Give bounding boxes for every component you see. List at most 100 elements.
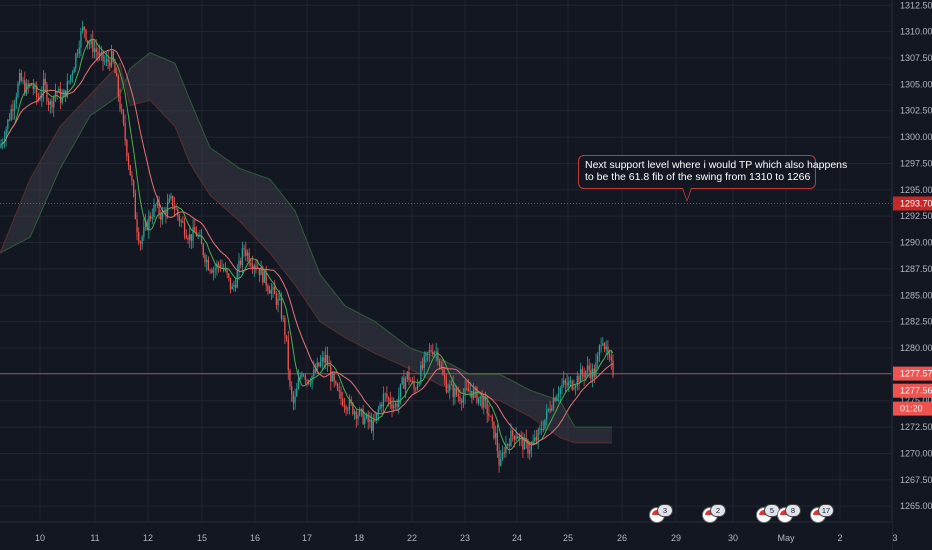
candle-body	[100, 51, 102, 53]
candle-body	[491, 416, 493, 422]
candle-body	[561, 385, 563, 388]
candle-body	[556, 396, 558, 401]
candle-body	[564, 380, 566, 383]
candle-body	[241, 248, 243, 265]
candle-body	[602, 343, 604, 346]
annotation-callout[interactable]: Next support level where i would TP whic…	[578, 155, 847, 189]
candle-body	[160, 213, 162, 220]
candle-body	[479, 396, 481, 398]
candle-body	[141, 237, 143, 244]
ma-slow-line	[0, 48, 614, 446]
time-tick-label: 12	[143, 533, 153, 543]
candle-body	[30, 84, 33, 86]
candle-body	[319, 361, 322, 366]
candle-body	[36, 85, 38, 97]
candle-body	[377, 409, 379, 413]
candle-body	[442, 368, 444, 375]
candle-body	[557, 394, 560, 397]
candle-body	[552, 397, 555, 409]
candle-body	[440, 365, 442, 369]
candle-body	[481, 396, 483, 408]
price-tick-label: 1300.00	[900, 132, 932, 142]
price-axis[interactable]: 1312.50 1310.00 1307.50 1305.00 1302.50 1300.…	[891, 0, 932, 550]
candle-body	[161, 211, 164, 220]
candle-body	[403, 377, 405, 389]
candle-body	[314, 369, 317, 372]
candle-body	[605, 346, 607, 350]
candle-body	[381, 404, 383, 407]
candle-body	[551, 408, 553, 411]
price-axis-background	[892, 0, 932, 550]
price-tick-label: 1267.50	[900, 475, 932, 485]
candle-body	[496, 432, 498, 451]
candle-body	[56, 91, 58, 93]
candle-body	[302, 374, 305, 376]
candle-body	[610, 356, 612, 361]
candle-body	[170, 195, 172, 199]
candle-body	[267, 285, 269, 291]
candle-body	[369, 419, 371, 422]
candle-body	[211, 270, 213, 273]
candle-body	[270, 289, 272, 294]
candle-body	[401, 377, 403, 384]
candle-body	[296, 388, 298, 397]
time-tick-label: 29	[671, 533, 681, 543]
candle-body	[340, 391, 342, 399]
candle-body	[233, 285, 235, 287]
event-count-badge: 8	[786, 505, 800, 516]
candle-body	[331, 373, 334, 382]
candle-body	[206, 259, 208, 263]
price-tag-box	[893, 401, 932, 416]
candle-body	[102, 51, 104, 62]
candle-body	[207, 259, 209, 270]
candle-body	[19, 73, 21, 84]
time-axis[interactable]: 10 11 12 15 16 17 18 22 23 24 25 26 29 30 May 2 3	[0, 521, 898, 550]
candle-body	[590, 370, 592, 379]
candle-body	[110, 51, 113, 67]
candle-body	[389, 398, 391, 404]
candle-body	[263, 271, 266, 283]
candle-body	[133, 180, 135, 194]
candle-body	[190, 234, 192, 241]
candle-body	[7, 119, 9, 129]
price-tag-label: 1293.70	[900, 199, 932, 209]
candle-body	[343, 405, 345, 407]
candle-body	[287, 338, 289, 371]
candle-body	[488, 413, 490, 416]
candle-body	[90, 38, 92, 45]
candle-body	[503, 452, 505, 454]
candle-body	[360, 409, 362, 410]
candle-body	[432, 351, 434, 355]
candle-body	[12, 109, 14, 111]
price-tick-label: 1280.00	[900, 343, 932, 353]
candle-body	[527, 441, 529, 454]
candle-body	[513, 435, 515, 440]
candle-body	[258, 268, 260, 276]
candle-body	[391, 404, 393, 409]
candle-body	[275, 294, 277, 305]
candle-body	[32, 85, 34, 89]
candle-body	[226, 269, 228, 274]
candle-body	[576, 376, 578, 386]
candle-body	[309, 383, 311, 385]
candle-body	[265, 271, 267, 286]
candle-body	[540, 428, 543, 431]
candle-body	[484, 396, 487, 401]
candle-body	[512, 430, 514, 436]
candle-body	[529, 450, 531, 454]
candle-body	[274, 286, 276, 295]
candle-body	[134, 193, 136, 220]
candle-body	[46, 84, 48, 102]
candle-body	[495, 432, 497, 439]
candle-body	[362, 409, 364, 424]
moving-averages	[0, 38, 614, 451]
event-count-badge: 5	[765, 505, 779, 516]
candle-body	[243, 248, 245, 250]
candle-body	[143, 226, 145, 238]
candle-body	[568, 381, 570, 386]
candle-body	[151, 217, 153, 219]
candle-body	[413, 382, 415, 390]
candle-body	[464, 388, 466, 396]
price-tick-label: 1282.50	[900, 317, 932, 327]
